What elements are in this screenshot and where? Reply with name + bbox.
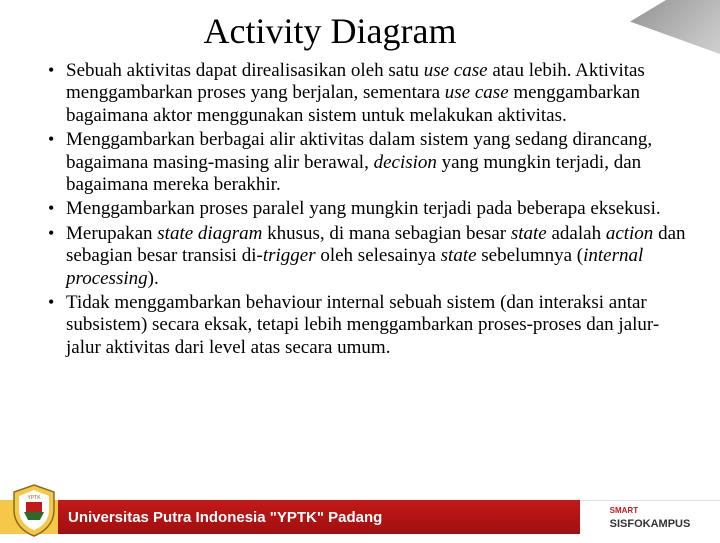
italic-text: state [441, 245, 477, 266]
text: Sebuah aktivitas dapat direalisasikan ol… [66, 60, 424, 81]
footer: YPTK Universitas Putra Indonesia "YPTK" … [0, 492, 720, 540]
italic-text: action [606, 223, 654, 244]
footer-university-name: Universitas Putra Indonesia "YPTK" Padan… [58, 500, 580, 534]
italic-text: state diagram [157, 223, 262, 244]
bullet-item: Menggambarkan proses paralel yang mungki… [48, 198, 688, 220]
italic-text: trigger [263, 245, 316, 266]
bullet-item: Sebuah aktivitas dapat direalisasikan ol… [48, 60, 688, 127]
italic-text: use case [424, 60, 488, 81]
text: Tidak menggambarkan behaviour internal s… [66, 292, 659, 358]
bullet-item: Merupakan state diagram khusus, di mana … [48, 223, 688, 290]
text: khusus, di mana sebagian besar [262, 223, 511, 244]
svg-text:YPTK: YPTK [27, 495, 41, 501]
text: adalah [547, 223, 606, 244]
bullet-list: Sebuah aktivitas dapat direalisasikan ol… [48, 60, 688, 359]
bullet-item: Menggambarkan berbagai alir aktivitas da… [48, 129, 688, 196]
italic-text: use case [445, 82, 509, 103]
brand-text: SISFOKAMPUS [610, 518, 691, 530]
italic-text: state [511, 223, 547, 244]
italic-text: decision [374, 152, 437, 173]
bullet-item: Tidak menggambarkan behaviour internal s… [48, 292, 688, 359]
university-logo: YPTK [6, 482, 62, 538]
text: ). [148, 268, 159, 289]
shield-icon: YPTK [6, 482, 62, 538]
footer-bar: Universitas Putra Indonesia "YPTK" Padan… [0, 500, 720, 534]
slide: Activity Diagram Sebuah aktivitas dapat … [0, 0, 720, 540]
slide-content: Sebuah aktivitas dapat direalisasikan ol… [0, 60, 720, 359]
brand-small-text: SMART [610, 506, 638, 515]
footer-brand: SMART SISFOKAMPUS [580, 500, 720, 534]
slide-title: Activity Diagram [0, 0, 720, 60]
text: oleh selesainya [316, 245, 441, 266]
text: Menggambarkan proses paralel yang mungki… [66, 198, 661, 219]
text: Merupakan [66, 223, 157, 244]
text: sebelumnya ( [477, 245, 584, 266]
